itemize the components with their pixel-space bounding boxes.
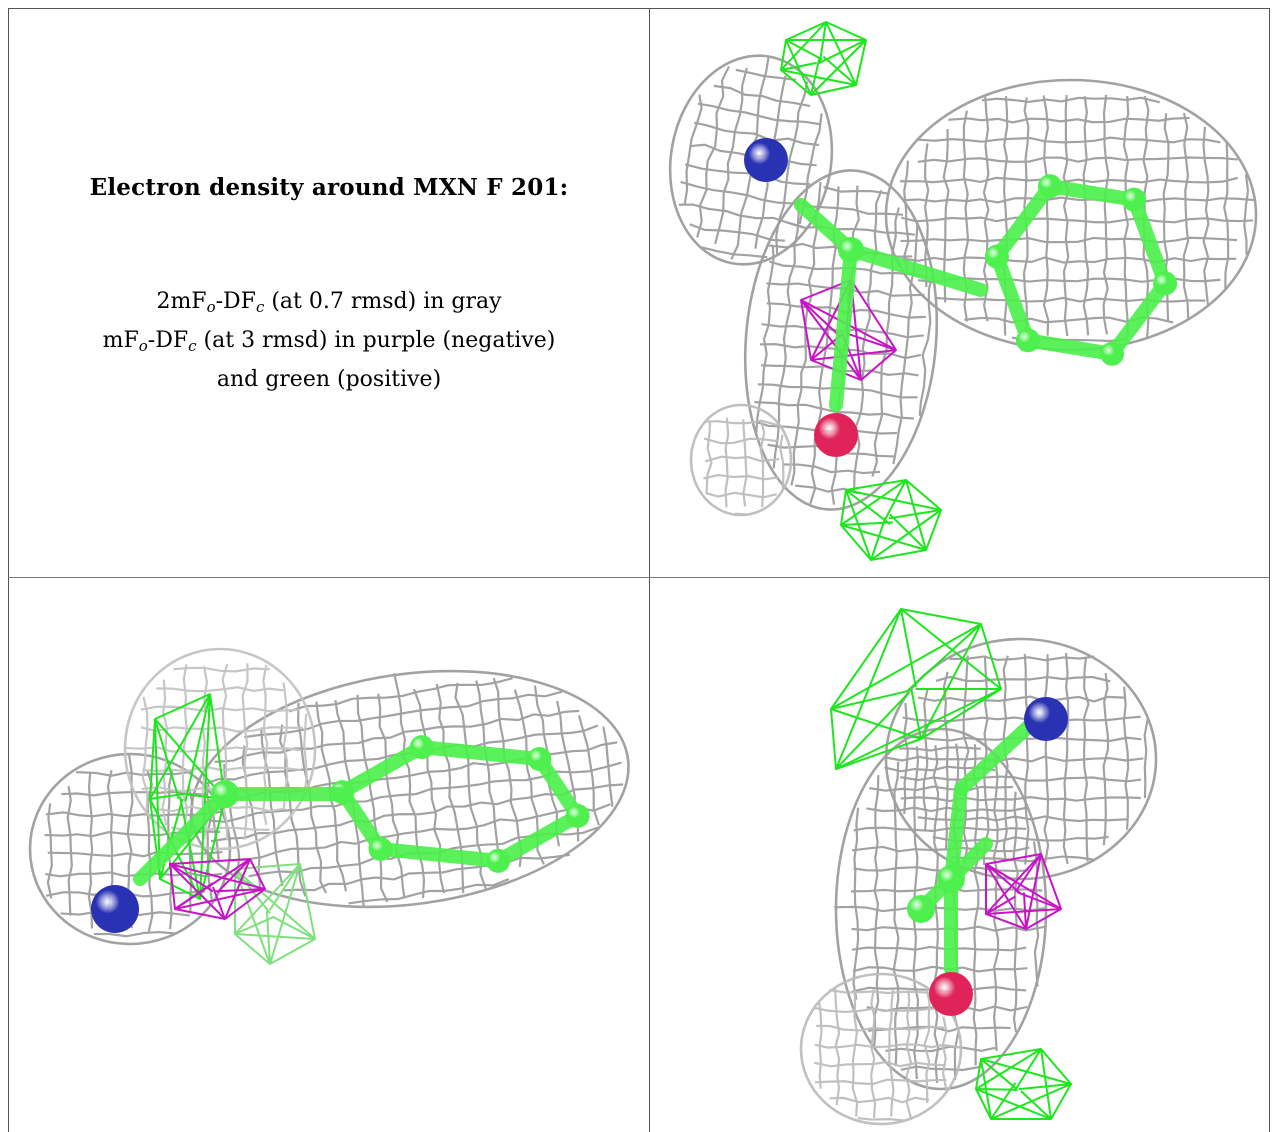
gray-density-mesh-fragment: [799, 972, 963, 1126]
tr-ring-bond: [1042, 179, 1142, 207]
row-divider: [8, 577, 1270, 578]
nitrogen-atom: [91, 885, 139, 933]
br-carbon-atom: [907, 895, 935, 923]
br-carbon-atom: [937, 865, 965, 893]
negative-density-cage: [169, 858, 266, 920]
density-render-bottom-left: [28, 647, 630, 965]
bl-ring-carbon-atom: [486, 848, 511, 873]
positive-density-cage-top: [830, 608, 1002, 770]
caption-line-green: and green (positive): [216, 367, 442, 392]
oxygen-atom: [929, 972, 973, 1016]
bl-ring-bond: [335, 740, 429, 800]
tr-bond: [844, 243, 988, 297]
br-bond: [944, 782, 968, 886]
bl-bond: [133, 787, 232, 886]
br-bond: [954, 717, 1038, 796]
bl-ring-bond: [414, 740, 547, 767]
density-view-bottom-left: [10, 579, 648, 1132]
bl-ring-carbon-atom: [565, 803, 590, 828]
positive-density-cage-top: [780, 21, 867, 96]
density-view-bottom-right: [651, 579, 1269, 1132]
positive-density-cage-bottom: [975, 1048, 1072, 1120]
gray-density-mesh-amine: [884, 637, 1158, 881]
tr-ring-carbon-atom: [1015, 328, 1040, 353]
tr-carbon-atom: [838, 237, 864, 263]
density-render-bottom-right: [799, 608, 1158, 1126]
positive-density-cage-bottom: [840, 479, 942, 561]
tr-ring-bond: [1127, 192, 1173, 291]
bl-ring-bond: [491, 808, 585, 868]
tr-ring-carbon-atom: [1100, 341, 1125, 366]
tr-ring-bond: [1020, 333, 1120, 361]
bl-ring-carbon-atom: [527, 747, 552, 772]
tr-ring-bond: [989, 179, 1057, 264]
tr-ring-bond: [989, 249, 1035, 348]
bl-ring-carbon-atom: [409, 735, 434, 760]
bl-carbon-atom: [211, 780, 239, 808]
caption-cell: Electron density around MXN F 201: 2mFo-…: [10, 10, 648, 576]
tr-ring-carbon-atom: [984, 244, 1009, 269]
density-render-top-right: [668, 21, 1258, 561]
bl-ring-bond: [373, 841, 506, 868]
column-divider: [649, 8, 650, 1132]
oxygen-atom: [814, 413, 858, 457]
nitrogen-atom: [744, 138, 788, 182]
gray-density-mesh-ring: [884, 78, 1258, 352]
tr-ring-carbon-atom: [1153, 271, 1178, 296]
nitrogen-atom: [1024, 697, 1068, 741]
gray-density-mesh-fragment: [689, 403, 793, 517]
positive-density-cage-left: [149, 693, 226, 900]
bl-ring-carbon-atom: [368, 836, 393, 861]
caption-line-2mfo: 2mFo-DFc (at 0.7 rmsd) in gray: [156, 289, 502, 316]
tr-ring-bond: [1105, 276, 1173, 361]
tr-bond: [829, 243, 858, 412]
density-view-top-right: [651, 10, 1269, 576]
positive-density-cage-lower: [234, 863, 316, 965]
tr-ring-carbon-atom: [1037, 174, 1062, 199]
caption-body: 2mFo-DFc (at 0.7 rmsd) in gray mFo-DFc (…: [10, 285, 648, 397]
negative-density-cage: [985, 853, 1062, 930]
figure-table: [8, 8, 1270, 1132]
tr-ring-carbon-atom: [1122, 187, 1147, 212]
caption-line-mfo: mFo-DFc (at 3 rmsd) in purple (negative): [102, 328, 556, 355]
caption-heading: Electron density around MXN F 201:: [89, 174, 569, 201]
